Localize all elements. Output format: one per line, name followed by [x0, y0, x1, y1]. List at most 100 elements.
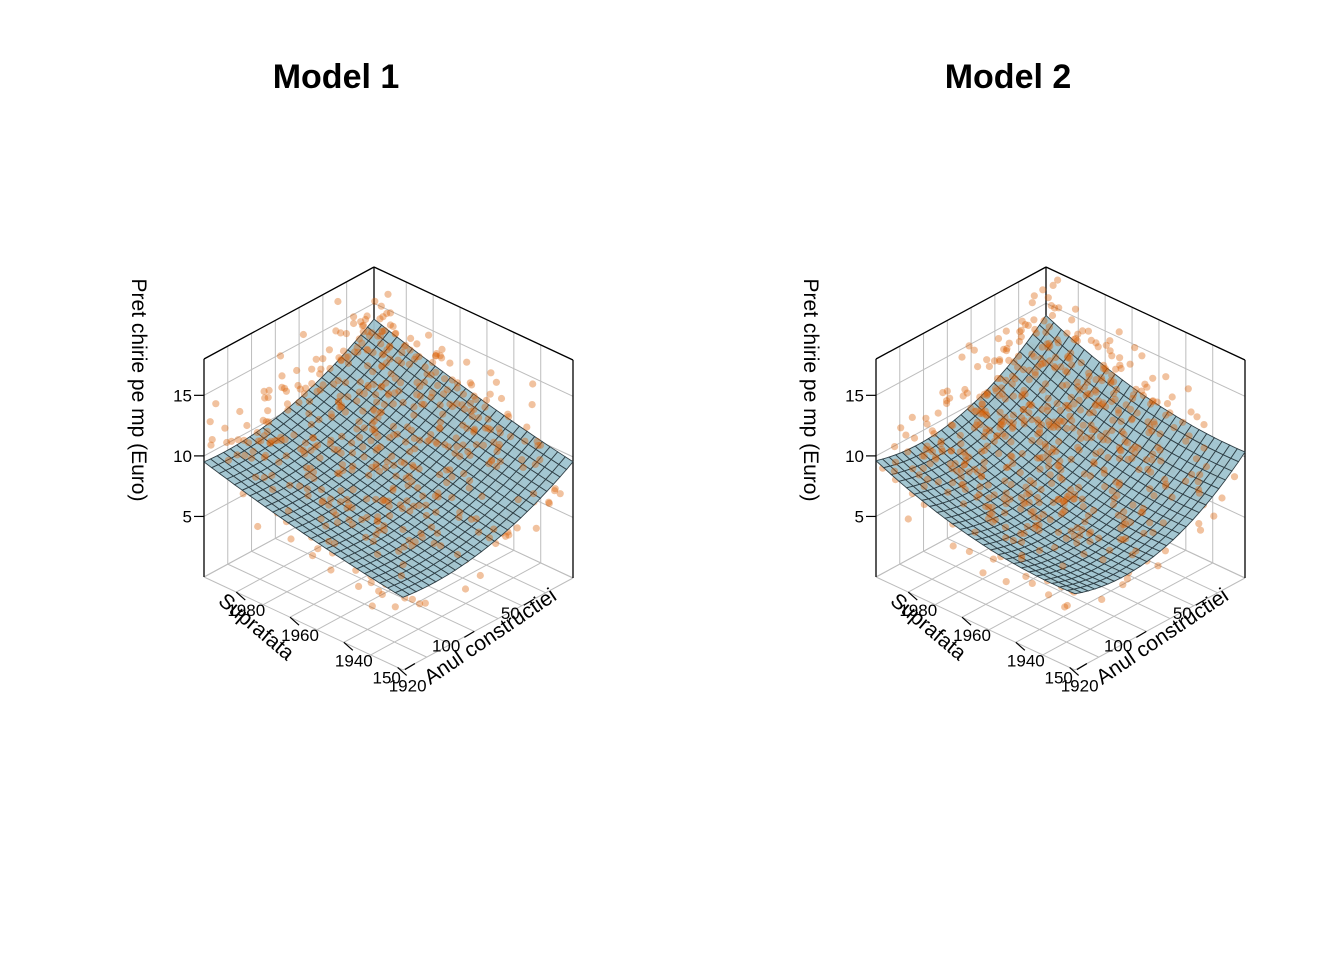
- data-point: [439, 390, 448, 398]
- data-point: [923, 475, 931, 483]
- data-point: [1100, 469, 1108, 477]
- data-point: [284, 406, 292, 414]
- data-point: [265, 418, 273, 426]
- data-point: [946, 460, 954, 468]
- data-point: [264, 407, 272, 415]
- data-point: [350, 313, 358, 321]
- data-point: [441, 375, 449, 383]
- data-point: [1001, 509, 1009, 517]
- data-point: [379, 497, 387, 505]
- data-point: [1143, 383, 1151, 391]
- data-point: [1102, 403, 1110, 411]
- data-point: [953, 467, 961, 475]
- data-point: [1092, 450, 1100, 458]
- data-point: [436, 471, 444, 479]
- data-point: [1162, 411, 1170, 419]
- data-point: [381, 463, 390, 472]
- data-point: [451, 449, 459, 457]
- data-point: [1148, 427, 1156, 435]
- data-point: [1009, 392, 1017, 400]
- data-point: [420, 400, 428, 409]
- data-point: [1039, 510, 1047, 518]
- data-point: [1141, 380, 1149, 388]
- data-point: [433, 350, 441, 358]
- data-point: [380, 522, 388, 530]
- data-point: [1077, 359, 1085, 367]
- data-point: [350, 348, 359, 356]
- data-point: [1062, 534, 1070, 543]
- data-point: [1120, 521, 1128, 529]
- data-point: [993, 432, 1001, 440]
- data-point: [383, 309, 391, 318]
- data-point: [519, 463, 527, 471]
- data-point: [962, 452, 970, 460]
- data-point: [411, 538, 419, 546]
- data-point: [1035, 419, 1043, 427]
- data-point: [1078, 525, 1086, 534]
- data-point: [363, 495, 371, 503]
- data-point: [1036, 546, 1044, 555]
- data-point: [1056, 457, 1064, 465]
- data-point: [960, 500, 968, 508]
- data-point: [1122, 535, 1130, 543]
- data-point: [1044, 449, 1052, 457]
- data-point: [1118, 428, 1126, 436]
- data-point: [277, 433, 285, 441]
- z-tick-label: 15: [173, 386, 192, 405]
- data-point: [1030, 316, 1038, 324]
- data-point: [1101, 483, 1109, 491]
- data-point: [1004, 463, 1012, 471]
- data-point: [386, 342, 394, 350]
- data-point: [1075, 483, 1083, 491]
- data-point: [1058, 382, 1067, 390]
- data-point: [446, 359, 454, 367]
- data-point: [1057, 466, 1065, 474]
- data-point: [363, 345, 371, 353]
- data-point: [1018, 450, 1026, 458]
- data-point: [1021, 321, 1029, 329]
- data-point: [348, 521, 357, 529]
- data-point: [1025, 489, 1033, 497]
- data-point: [1150, 492, 1158, 500]
- data-point: [1017, 333, 1025, 341]
- data-point: [533, 437, 541, 445]
- data-point: [1073, 539, 1081, 547]
- data-point: [396, 379, 405, 387]
- data-point: [402, 474, 410, 482]
- data-point: [453, 443, 461, 451]
- data-point: [1115, 328, 1123, 336]
- data-point: [1021, 390, 1029, 398]
- grid-line: [875, 302, 1047, 396]
- data-point: [1092, 376, 1100, 384]
- data-point: [1100, 466, 1108, 474]
- y-tick-label: 1960: [953, 626, 991, 645]
- data-point: [486, 426, 495, 434]
- data-point: [417, 529, 425, 538]
- data-point: [1044, 294, 1052, 302]
- data-point: [1131, 443, 1139, 451]
- data-point: [1146, 423, 1154, 431]
- data-point: [938, 447, 947, 455]
- data-point: [476, 571, 484, 580]
- data-point: [358, 322, 367, 330]
- data-point: [975, 491, 983, 499]
- data-point: [1002, 534, 1010, 542]
- data-point: [374, 413, 382, 421]
- data-point: [484, 415, 492, 423]
- data-point: [1005, 339, 1013, 347]
- data-point: [309, 552, 317, 560]
- grid-line: [923, 550, 1123, 645]
- data-point: [1025, 376, 1033, 384]
- data-point: [444, 443, 452, 451]
- data-point: [502, 532, 510, 540]
- data-point: [410, 403, 418, 411]
- data-point: [427, 393, 435, 401]
- data-point: [1005, 356, 1013, 364]
- data-point: [436, 418, 445, 426]
- data-point: [1150, 418, 1158, 426]
- data-point: [1071, 305, 1080, 313]
- data-point: [1028, 416, 1036, 424]
- data-point: [1073, 378, 1081, 386]
- data-point: [1145, 429, 1153, 437]
- data-point: [551, 487, 559, 495]
